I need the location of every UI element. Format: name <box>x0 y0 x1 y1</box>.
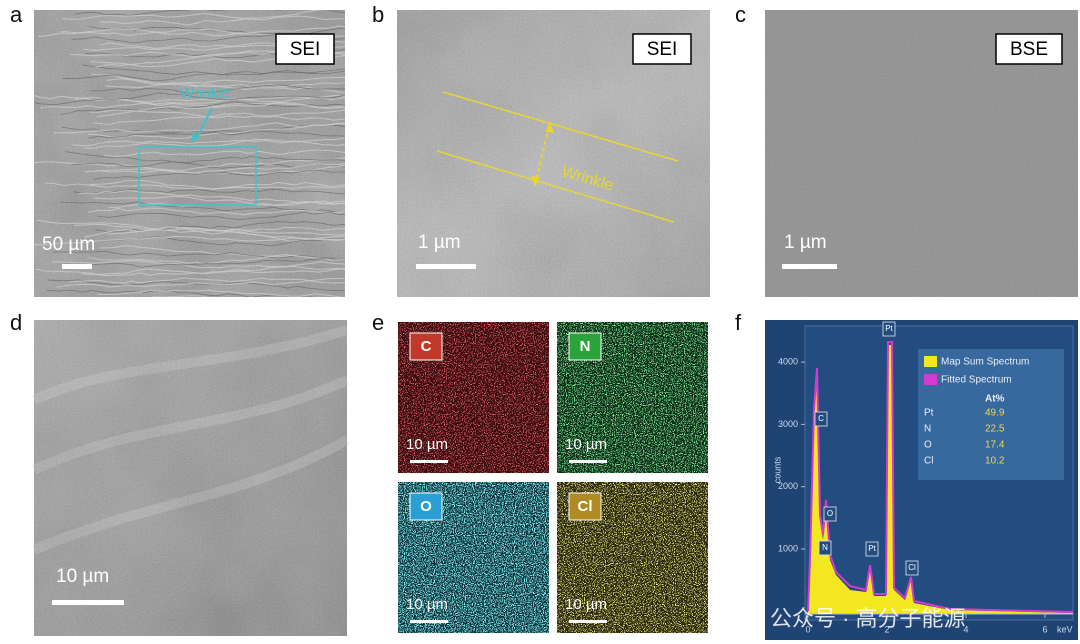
scale-label: 10 µm <box>565 596 607 613</box>
table-header: At% <box>985 394 1005 405</box>
y-tick-label: 2000 <box>778 481 798 491</box>
guide-line <box>442 91 679 162</box>
scale-label: 10 µm <box>406 436 448 453</box>
y-tick-label: 4000 <box>778 356 798 366</box>
peak-tag <box>905 560 919 576</box>
guide-line <box>436 150 675 223</box>
annotation: Wrinkle <box>180 85 230 102</box>
panel-letter: e <box>372 310 384 335</box>
scale-bar <box>416 264 476 269</box>
panel-e: e C 10 µm N 10 µm O 10 µm Cl 10 µm <box>372 310 708 633</box>
peak-tag <box>814 411 828 427</box>
scale-label: 10 µm <box>565 436 607 453</box>
element-tag <box>568 492 602 521</box>
x-tick-label: 0 <box>805 624 810 634</box>
badge-text: SEI <box>647 39 678 60</box>
texture <box>34 320 347 636</box>
badge <box>632 33 692 65</box>
peak-label: Pt <box>868 544 876 553</box>
table-element: Pt <box>924 408 934 419</box>
scale-bar <box>62 264 92 269</box>
scale-label: 1 µm <box>784 232 827 253</box>
panel-letter: b <box>372 2 384 27</box>
badge <box>995 33 1063 65</box>
panel-letter: a <box>10 2 23 27</box>
x-tick-label: 2 <box>884 624 889 634</box>
panel-letter: c <box>735 2 746 27</box>
element-tag <box>409 492 443 521</box>
table-value: 10.2 <box>985 456 1005 467</box>
arrow <box>195 107 213 141</box>
x-unit: keV <box>1057 624 1073 634</box>
roi-box <box>138 146 257 206</box>
peak-tag <box>823 506 837 522</box>
badge <box>275 33 335 65</box>
panel-f: counts Map Sum Spectrum Fitted Spectrum … <box>735 310 1078 640</box>
peak-tag <box>818 540 832 556</box>
peak-label: O <box>827 509 833 518</box>
scale-label: 1 µm <box>418 232 461 253</box>
panel-b: Wrinkle SEI 1 µm b <box>372 2 710 297</box>
y-tick-label: 1000 <box>778 543 798 553</box>
scale-bar <box>410 620 448 623</box>
scale-bar <box>52 600 124 605</box>
scale-label: 10 µm <box>56 566 109 587</box>
arrow-head <box>191 132 200 143</box>
table-value: 17.4 <box>985 440 1005 451</box>
legend-swatch <box>924 356 937 367</box>
scale-bar <box>569 460 607 463</box>
x-tick-label: 6 <box>1042 624 1047 634</box>
scale-label: 10 µm <box>406 596 448 613</box>
scale-bar <box>410 460 448 463</box>
panel-c: BSE 1 µm c <box>735 2 1078 297</box>
watermark: 公众号 · 高分子能源 <box>770 606 966 631</box>
peak-label: Pt <box>885 324 893 333</box>
legend-label: Fitted Spectrum <box>941 375 1012 386</box>
legend-swatch <box>924 374 937 385</box>
element-label: Cl <box>578 498 593 515</box>
legend-box <box>918 349 1064 480</box>
spectrum-fill <box>808 345 1073 614</box>
y-axis-label: counts <box>772 456 782 483</box>
peak-label: Cl <box>908 563 916 572</box>
table-element: N <box>924 424 931 435</box>
panel-a: Wrinkle SEI 50 µm a <box>10 2 362 312</box>
table-value: 22.5 <box>985 424 1005 435</box>
y-tick-label: 3000 <box>778 419 798 429</box>
peak-label: C <box>818 414 824 423</box>
table-element: Cl <box>924 456 933 467</box>
spectrum-line <box>807 341 1074 613</box>
legend-label: Map Sum Spectrum <box>941 357 1029 368</box>
badge-text: SEI <box>290 39 321 60</box>
element-label: N <box>580 338 591 355</box>
element-label: O <box>420 498 432 515</box>
x-tick-label: 4 <box>963 624 968 634</box>
panel-d: 10 µm d <box>10 310 350 636</box>
arrow-head <box>531 122 554 186</box>
peak-label: N <box>822 543 828 552</box>
table-element: O <box>924 440 932 451</box>
panel-letter: f <box>735 310 742 335</box>
scale-label: 50 µm <box>42 234 95 255</box>
element-label: C <box>421 338 432 355</box>
table-value: 49.9 <box>985 408 1005 419</box>
peak-tag <box>882 321 896 337</box>
badge-text: BSE <box>1010 39 1048 60</box>
scale-bar <box>569 620 607 623</box>
wrinkle <box>90 299 362 312</box>
panel-letter: d <box>10 310 22 335</box>
element-tag <box>568 332 602 361</box>
scale-bar <box>782 264 837 269</box>
peak-tag <box>865 541 879 557</box>
element-tag <box>409 332 443 361</box>
width-marker <box>535 126 550 182</box>
